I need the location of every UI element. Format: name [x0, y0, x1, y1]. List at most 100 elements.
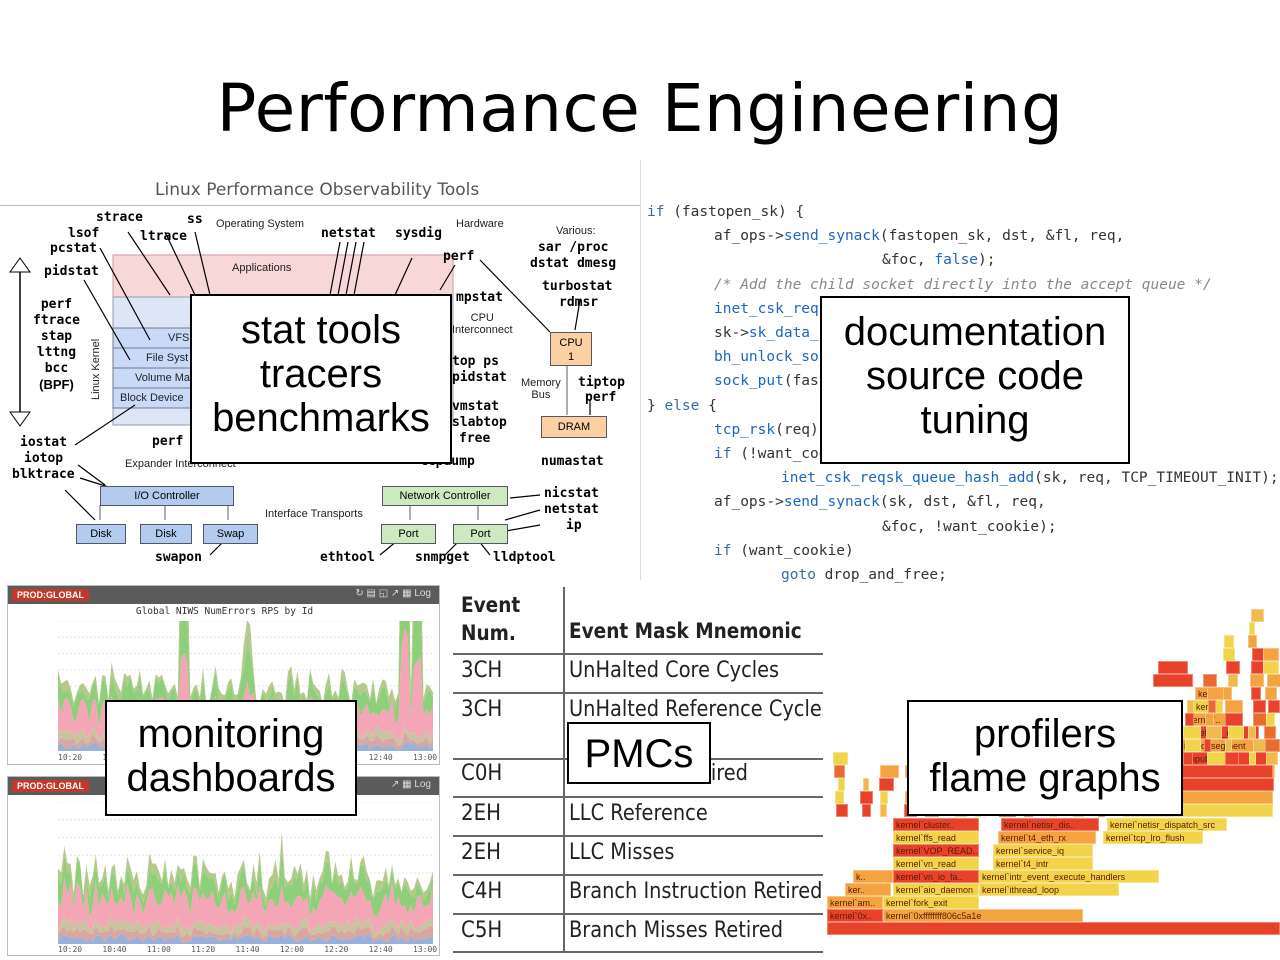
dashboard-toolbar[interactable]: ↗ ▦ Log [390, 779, 431, 790]
dashboard-chart-2 [58, 802, 433, 944]
tool-sar-proc: sar /proc [538, 240, 609, 255]
flame-frame[interactable] [1249, 752, 1256, 765]
tool-sysdig: sysdig [395, 226, 442, 241]
flame-frame[interactable] [1204, 739, 1211, 752]
xaxis-tick: 13:00 [413, 753, 438, 762]
tool-nicstat: nicstat [544, 486, 599, 501]
flame-frame[interactable] [1266, 713, 1275, 726]
flame-frame[interactable] [880, 765, 899, 778]
flame-frame[interactable] [1264, 726, 1276, 739]
flame-frame[interactable] [1203, 674, 1217, 687]
flame-frame[interactable] [1223, 687, 1232, 700]
flame-frame[interactable]: kernel`fork_exit [883, 896, 979, 909]
flame-frame[interactable] [1183, 726, 1201, 739]
flame-frame[interactable] [1263, 661, 1279, 674]
pmc-col-divider [563, 587, 565, 952]
flame-frame[interactable]: k.. [853, 870, 893, 883]
flame-frame[interactable]: kernel`cluster.. [893, 818, 979, 831]
flame-frame[interactable] [1185, 713, 1194, 726]
tool-snmpget: snmpget [415, 550, 470, 565]
flame-frame[interactable] [1263, 648, 1279, 661]
flame-frame[interactable]: kernel`aio_daemon [893, 883, 979, 896]
flame-frame[interactable] [1206, 726, 1222, 739]
flame-frame[interactable] [880, 804, 887, 817]
flame-frame[interactable] [1228, 726, 1244, 739]
flame-frame[interactable] [838, 778, 845, 791]
flame-frame[interactable]: kernel`ffs_read [893, 831, 979, 844]
xaxis-tick: 10:40 [102, 945, 127, 954]
flame-frame[interactable] [836, 804, 848, 817]
flame-frame[interactable]: kernel`0x.. [827, 909, 883, 922]
flame-frame[interactable] [1185, 739, 1201, 752]
flame-frame[interactable]: kernel`tcp_lro_flush [1103, 831, 1203, 844]
tool-perf: perf [40, 297, 73, 312]
flame-frame[interactable] [862, 804, 871, 817]
flame-frame[interactable] [1225, 700, 1243, 713]
tool-slabtop: slabtop [452, 415, 507, 430]
tool-ip: ip [566, 518, 582, 533]
flame-frame[interactable] [1265, 739, 1280, 752]
flame-frame[interactable] [1266, 752, 1278, 765]
flame-frame[interactable] [880, 791, 888, 804]
flame-frame[interactable] [1248, 726, 1256, 739]
pmc-row: C5H Branch Misses Retired [453, 913, 823, 953]
flame-frame[interactable] [1228, 674, 1238, 687]
flame-frame[interactable]: kernel`vn_read [893, 857, 979, 870]
flame-frame[interactable] [1249, 622, 1255, 635]
tool-swapon: swapon [155, 550, 202, 565]
flame-frame[interactable] [1248, 635, 1257, 648]
flame-frame[interactable] [1225, 752, 1239, 765]
flame-frame[interactable] [1183, 752, 1193, 765]
flame-frame[interactable] [1250, 674, 1264, 687]
flame-frame[interactable] [1224, 635, 1234, 648]
flame-frame[interactable] [1251, 687, 1261, 700]
pmc-row: 3CH UnHalted Core Cycles [453, 653, 823, 693]
flame-frame[interactable]: kernel`netisr_dispatch_src [1107, 818, 1227, 831]
flame-frame[interactable] [1253, 700, 1266, 713]
flame-frame[interactable] [1223, 648, 1235, 661]
flame-frame[interactable] [863, 778, 869, 791]
label-file-system: File Syst [146, 352, 189, 364]
code-line: af_ops->send_synack(fastopen_sk, dst, &f… [714, 228, 1125, 245]
log-link[interactable]: Log [414, 588, 431, 599]
flame-frame[interactable]: kernel`service_iq [993, 844, 1093, 857]
flame-frame[interactable] [1207, 687, 1224, 700]
flame-frame[interactable]: kernel`VOP_READ.. [893, 844, 979, 857]
log-link[interactable]: Log [414, 779, 431, 790]
code-line: if (want_cookie) [714, 542, 854, 559]
flame-frame[interactable] [835, 791, 844, 804]
flame-frame[interactable] [1265, 687, 1277, 700]
flame-frame[interactable] [834, 765, 845, 778]
flame-frame[interactable]: kernel`vn_io_fa.. [893, 870, 979, 883]
flame-frame[interactable] [1267, 674, 1280, 687]
tool-iostat: iostat [20, 435, 67, 450]
flame-frame[interactable] [1268, 700, 1280, 713]
flame-frame[interactable] [1207, 752, 1226, 765]
flame-frame[interactable] [1208, 700, 1216, 713]
flame-frame[interactable] [1158, 661, 1188, 674]
flame-frame[interactable] [1225, 739, 1232, 752]
flame-frame[interactable]: kernel`am.. [827, 896, 883, 909]
flame-frame[interactable] [1205, 713, 1214, 726]
flame-frame[interactable]: kernel`t4_eth_rx [998, 831, 1096, 844]
flame-frame[interactable] [1225, 713, 1243, 726]
dashboard-toolbar[interactable]: ↻ ▤ ◱ ↗ ▦ Log [355, 588, 431, 599]
flame-frame[interactable]: kernel`0xffffffff806c5a1e [883, 909, 1083, 922]
pmc-mnemonic: Branch Misses Retired [569, 918, 784, 943]
flame-frame[interactable] [879, 778, 894, 791]
pmc-row: 2EH LLC Reference [453, 796, 823, 836]
flame-frame[interactable] [1251, 609, 1264, 622]
flame-frame[interactable]: ker.. [845, 883, 891, 896]
flame-frame[interactable]: kernel`netisr_dis.. [1001, 818, 1099, 831]
flame-frame[interactable] [1187, 700, 1194, 713]
flame-frame[interactable] [860, 791, 873, 804]
flame-frame[interactable]: kernel`t4_intr [993, 857, 1093, 870]
flame-frame[interactable] [827, 922, 1280, 935]
flame-frame[interactable]: kernel`intr_event_execute_handlers [979, 870, 1159, 883]
flame-frame[interactable] [1153, 674, 1193, 687]
slide-title: Performance Engineering [216, 70, 1064, 147]
label-memory-bus: Memory Bus [521, 377, 561, 401]
flame-frame[interactable] [833, 752, 848, 765]
flame-frame[interactable] [1226, 661, 1240, 674]
flame-frame[interactable]: kernel`ithread_loop [979, 883, 1119, 896]
